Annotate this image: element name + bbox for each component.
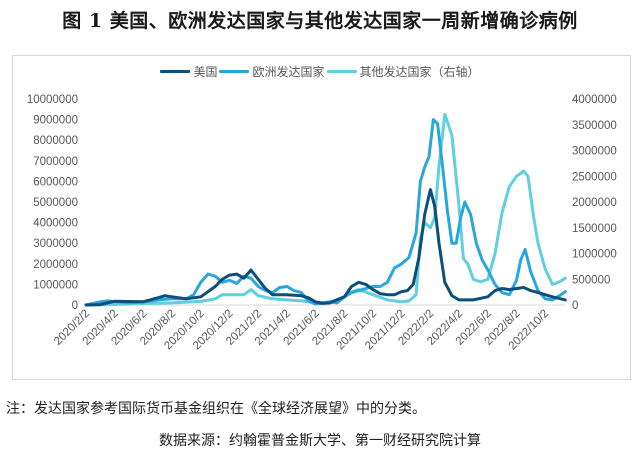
- left-y-axis: 0 1000000 2000000 3000000 4000000 5000000 6000…: [27, 94, 78, 312]
- left-tick-label: 7000000: [33, 156, 78, 168]
- series-line-0: [84, 188, 567, 307]
- left-tick-label: 4000000: [33, 218, 78, 230]
- legend-label-europe: 欧洲发达国家: [252, 65, 325, 79]
- right-tick-label: 4000000: [572, 94, 617, 106]
- x-axis: 2020/2/22020/4/22020/6/22020/8/22020/10/…: [52, 308, 551, 353]
- left-tick-label: 8000000: [33, 135, 78, 147]
- right-tick-label: 2500000: [572, 171, 617, 183]
- footnote: 注：发达国家参考国际货币基金组织在《全球经济展望》中的分类。: [6, 401, 426, 417]
- series-line-2: [84, 112, 567, 307]
- left-tick-label: 9000000: [33, 115, 78, 127]
- chart-frame: [12, 55, 631, 380]
- legend-label-other: 其他发达国家（右轴）: [359, 65, 480, 79]
- left-tick-label: 1000000: [33, 279, 78, 291]
- chart-legend: 美国 欧洲发达国家 其他发达国家（右轴）: [0, 63, 640, 80]
- legend-label-us: 美国: [193, 65, 218, 79]
- series-line-1: [84, 118, 567, 307]
- right-tick-label: 2000000: [572, 197, 617, 209]
- right-tick-label: 0: [572, 300, 578, 312]
- right-tick-label: 500000: [572, 274, 610, 286]
- left-tick-label: 10000000: [27, 94, 78, 106]
- left-tick-label: 2000000: [33, 259, 78, 271]
- legend-swatch-europe: [219, 70, 250, 73]
- legend-item-us[interactable]: 美国: [160, 63, 217, 80]
- legend-item-other[interactable]: 其他发达国家（右轴）: [326, 63, 480, 80]
- right-tick-label: 1000000: [572, 249, 617, 261]
- legend-item-europe[interactable]: 欧洲发达国家: [219, 63, 325, 80]
- right-y-axis: 0 500000 1000000 1500000 2000000 2500000 30000…: [572, 94, 617, 312]
- right-tick-label: 3000000: [572, 146, 617, 158]
- left-tick-label: 0: [72, 300, 78, 312]
- right-tick-label: 1500000: [572, 223, 617, 235]
- series-layer: [84, 112, 567, 307]
- data-source: 数据来源：约翰霍普金斯大学、第一财经研究院计算: [159, 433, 481, 449]
- legend-swatch-other: [326, 70, 357, 73]
- left-tick-label: 5000000: [33, 197, 78, 209]
- left-tick-label: 6000000: [33, 176, 78, 188]
- left-tick-label: 3000000: [33, 238, 78, 250]
- legend-swatch-us: [160, 70, 191, 73]
- right-tick-label: 3500000: [572, 120, 617, 132]
- chart-title: 图 1 美国、欧洲发达国家与其他发达国家一周新增确诊病例: [62, 10, 578, 32]
